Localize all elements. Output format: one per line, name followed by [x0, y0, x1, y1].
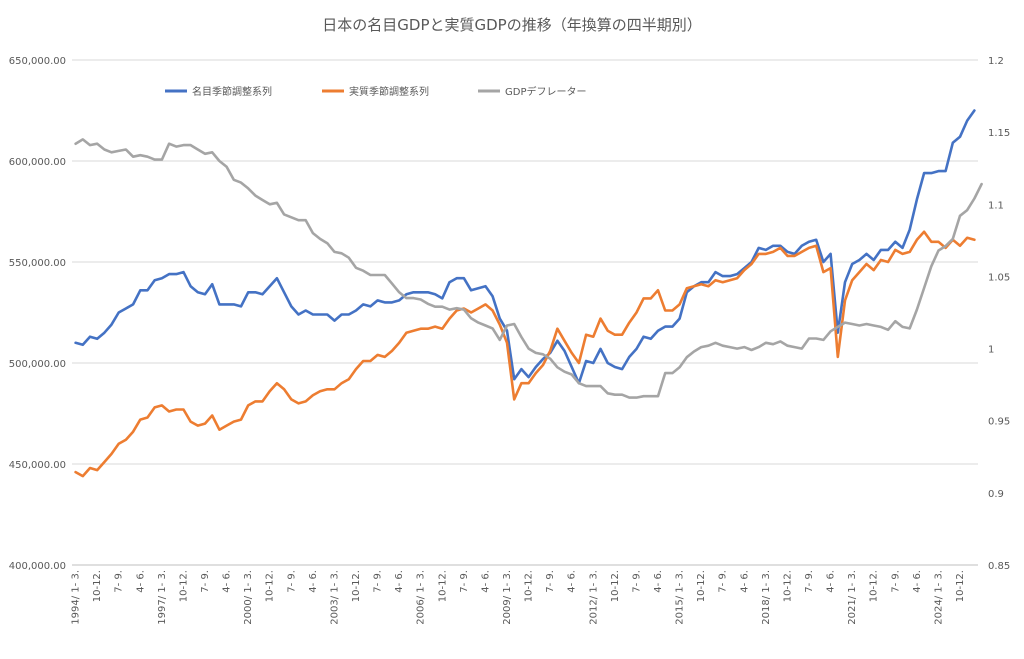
x-tick-label: 7- 9. [114, 570, 125, 593]
y-right-tick-label: 0.9 [988, 489, 1004, 500]
x-tick-label: 10-12. [782, 570, 793, 602]
y-left-tick-label: 500,000.00 [9, 359, 66, 370]
y-right-tick-label: 1 [988, 345, 994, 356]
y-left-tick-label: 650,000.00 [9, 56, 66, 67]
x-tick-label: 10-12. [610, 570, 621, 602]
x-tick-label: 1994/ 1- 3. [71, 570, 82, 625]
x-tick-label: 2003/ 1- 3. [329, 570, 340, 625]
x-tick-label: 4- 6. [653, 570, 664, 593]
x-tick-label: 4- 6. [480, 570, 491, 593]
series-line-0 [74, 109, 976, 385]
y-left-tick-label: 600,000.00 [9, 157, 66, 168]
x-tick-label: 2018/ 1- 3. [761, 570, 772, 625]
grid [72, 59, 978, 566]
y-right-tick-label: 1.2 [988, 56, 1004, 67]
x-tick-label: 7- 9. [718, 570, 729, 593]
legend-label-0: 名目季節調整系列 [192, 85, 272, 98]
y-right-tick-label: 1.1 [988, 200, 1004, 211]
x-tick-label: 4- 6. [308, 570, 319, 593]
y-right-tick-label: 0.85 [988, 561, 1010, 572]
series-line-2 [74, 138, 983, 399]
chart-title: 日本の名目GDPと実質GDPの推移（年換算の四半期別） [322, 16, 701, 34]
y-right-tick-label: 1.05 [988, 272, 1010, 283]
x-tick-label: 10-12. [696, 570, 707, 602]
x-tick-label: 1997/ 1- 3. [157, 570, 168, 625]
y-left-tick-label: 550,000.00 [9, 258, 66, 269]
x-tick-label: 10-12. [524, 570, 535, 602]
series-line-1 [74, 230, 976, 478]
x-tick-label: 7- 9. [890, 570, 901, 593]
x-tick-label: 10-12. [437, 570, 448, 602]
x-tick-label: 10-12. [178, 570, 189, 602]
x-tick-label: 2012/ 1- 3. [588, 570, 599, 625]
y-left-tick-label: 450,000.00 [9, 460, 66, 471]
x-tick-label: 10-12. [265, 570, 276, 602]
x-tick-label: 4- 6. [739, 570, 750, 593]
y-left-tick-label: 400,000.00 [9, 561, 66, 572]
x-tick-label: 2021/ 1- 3. [847, 570, 858, 625]
x-tick-label: 7- 9. [286, 570, 297, 593]
legend-label-1: 実質季節調整系列 [349, 85, 429, 98]
x-tick-label: 4- 6. [826, 570, 837, 593]
left-axis: 400,000.00 450,000.00 500,000.00 550,000.00… [9, 56, 66, 572]
x-tick-label: 2024/ 1- 3. [933, 570, 944, 625]
x-axis: 1994/ 1- 3. 10-12. 7- 9. 4- 6. 1997/ 1- 3. 10… [71, 564, 978, 625]
x-tick-label: 7- 9. [459, 570, 470, 593]
y-right-tick-label: 1.15 [988, 128, 1010, 139]
x-tick-label: 4- 6. [394, 570, 405, 593]
x-tick-label: 10-12. [92, 570, 103, 602]
x-tick-label: 7- 9. [373, 570, 384, 593]
x-tick-label: 10-12. [955, 570, 966, 602]
right-axis: 0.85 0.9 0.95 1 1.05 1.1 1.15 1.2 [988, 56, 1010, 572]
x-tick-label: 7- 9. [631, 570, 642, 593]
x-tick-label: 2009/ 1- 3. [502, 570, 513, 625]
x-tick-label: 4- 6. [567, 570, 578, 593]
x-tick-label: 2006/ 1- 3. [416, 570, 427, 625]
x-tick-label: 4- 6. [222, 570, 233, 593]
legend-label-2: GDPデフレーター [505, 85, 586, 98]
y-right-tick-label: 0.95 [988, 417, 1010, 428]
x-tick-label: 7- 9. [804, 570, 815, 593]
x-tick-label: 2015/ 1- 3. [675, 570, 686, 625]
x-tick-label: 10-12. [869, 570, 880, 602]
x-tick-label: 10-12. [351, 570, 362, 602]
x-tick-label: 2000/ 1- 3. [243, 570, 254, 625]
x-tick-label: 7- 9. [200, 570, 211, 593]
x-tick-label: 4- 6. [912, 570, 923, 593]
legend: 名目季節調整系列 実質季節調整系列 GDPデフレーター [165, 85, 586, 98]
x-tick-label: 4- 6. [135, 570, 146, 593]
x-tick-label: 7- 9. [545, 570, 556, 593]
series-layer [74, 109, 983, 478]
